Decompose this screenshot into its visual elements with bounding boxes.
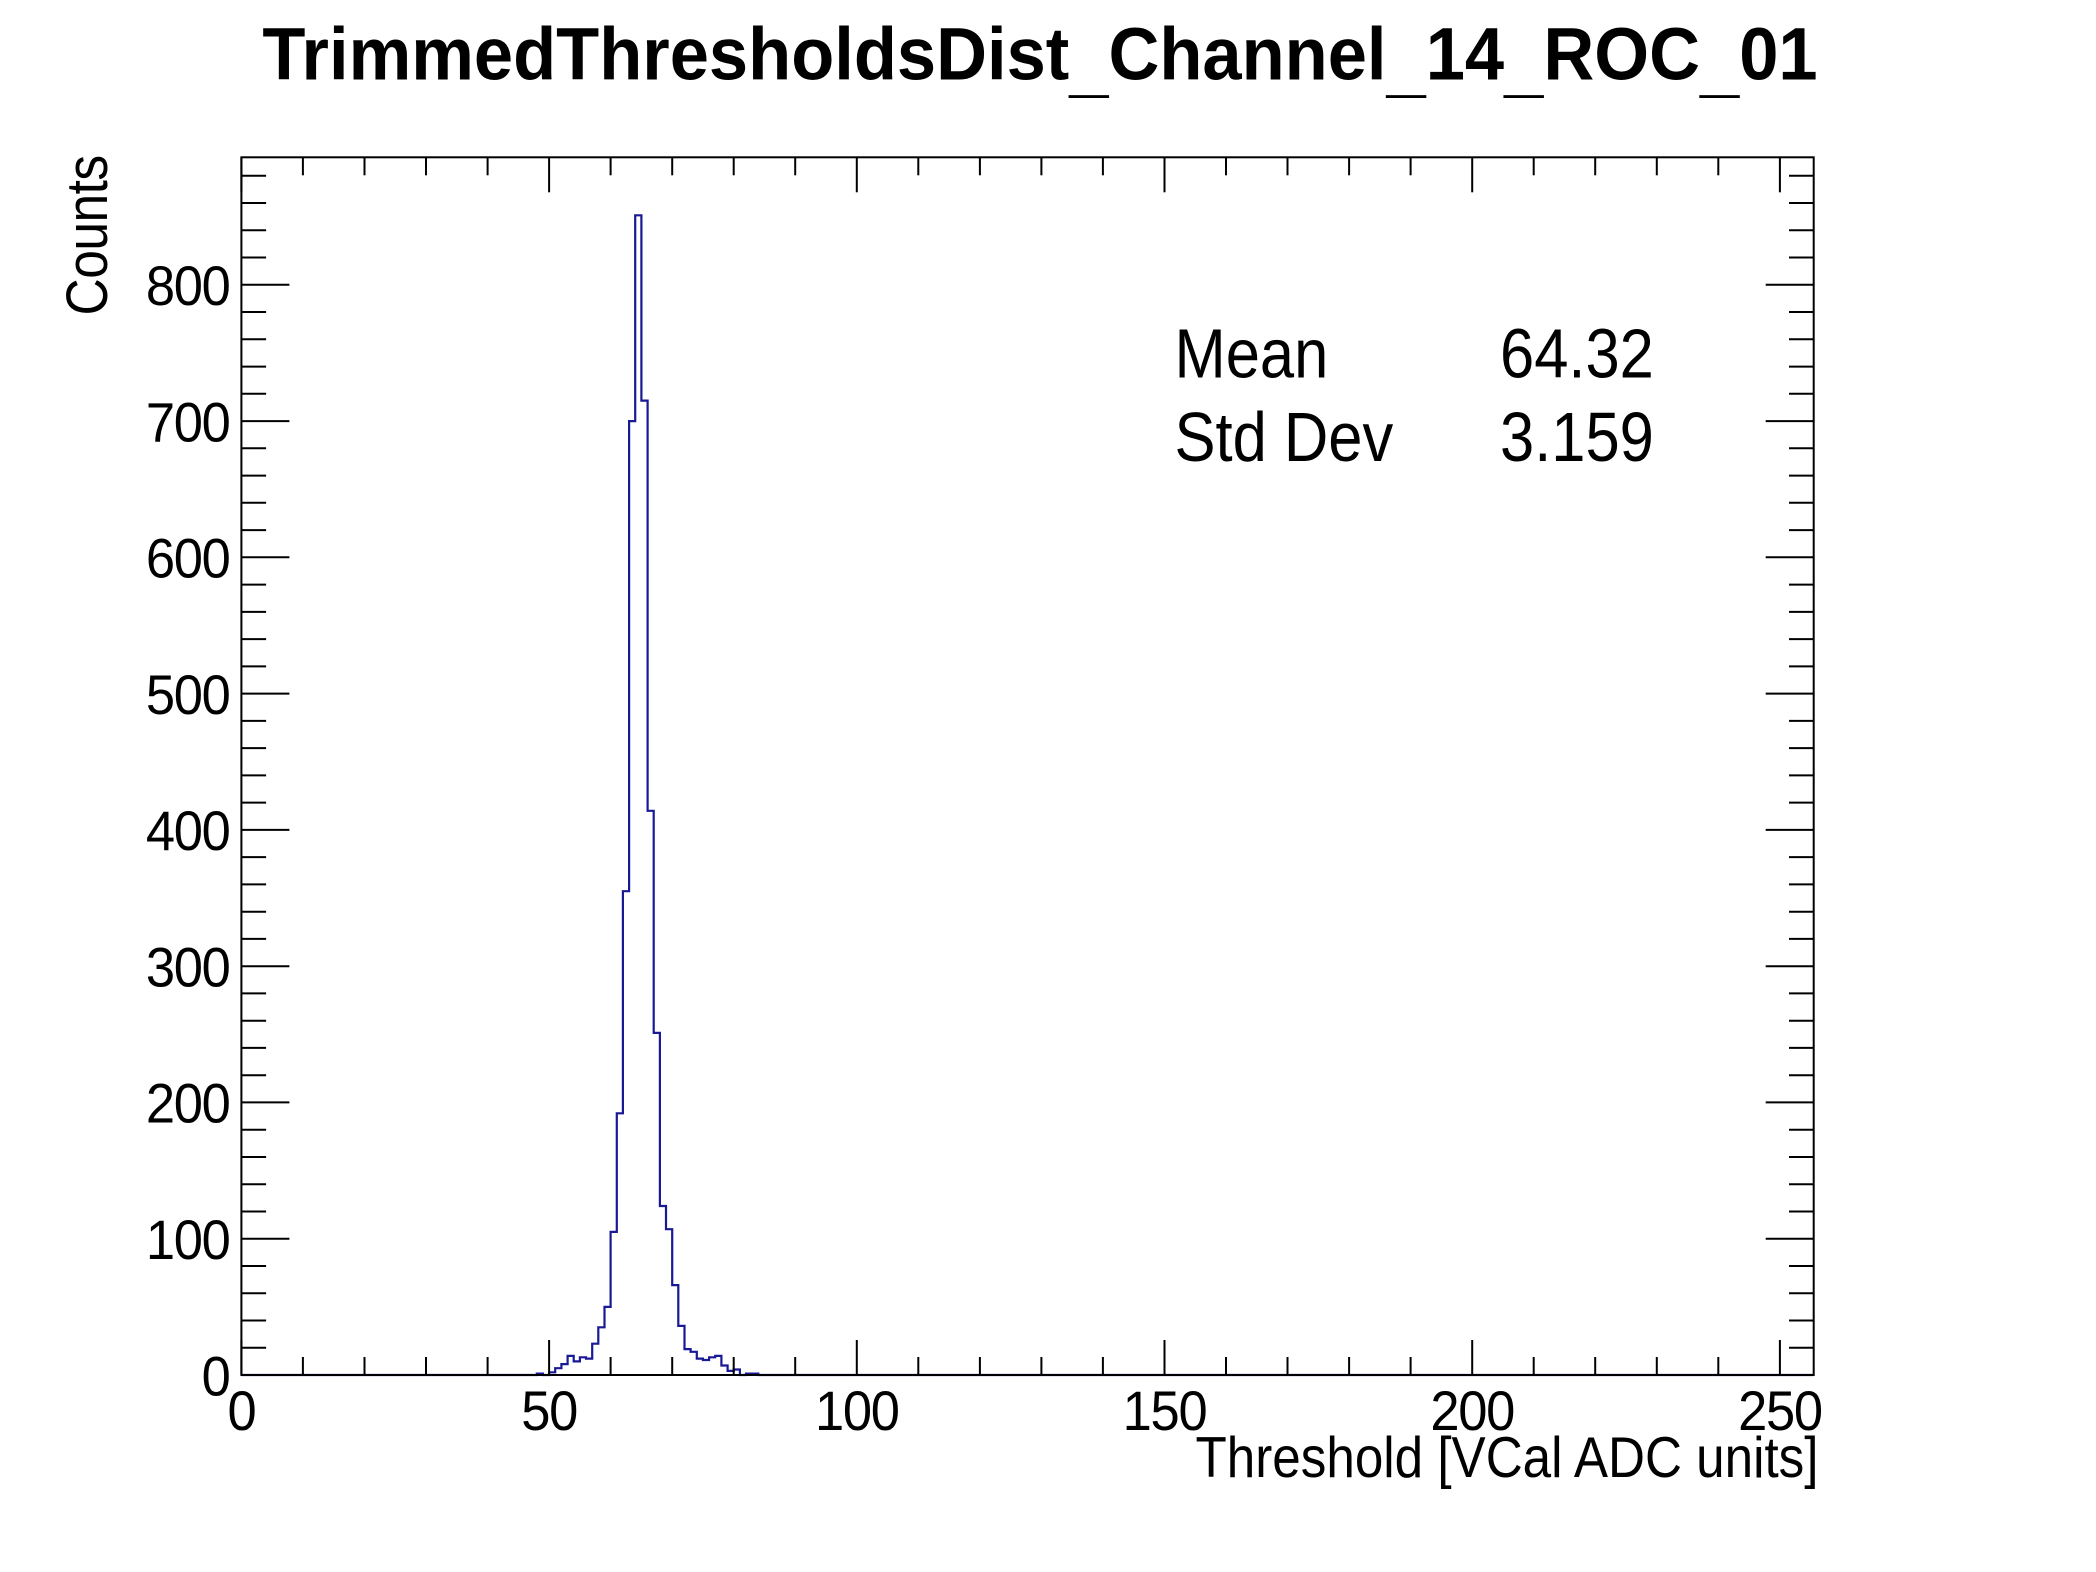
svg-text:200: 200 [146, 1073, 230, 1135]
svg-text:150: 150 [1123, 1381, 1207, 1443]
svg-text:100: 100 [815, 1381, 899, 1443]
svg-text:300: 300 [146, 937, 230, 999]
svg-text:Mean: Mean [1175, 315, 1329, 392]
svg-text:Counts: Counts [54, 155, 120, 315]
svg-text:Std Dev: Std Dev [1175, 399, 1394, 476]
svg-text:600: 600 [146, 528, 230, 590]
svg-text:250: 250 [1738, 1381, 1822, 1443]
svg-text:50: 50 [521, 1381, 577, 1443]
svg-text:3.159: 3.159 [1500, 399, 1654, 476]
svg-text:0: 0 [227, 1381, 255, 1443]
svg-text:800: 800 [146, 256, 230, 318]
svg-text:500: 500 [146, 665, 230, 727]
svg-text:100: 100 [146, 1210, 230, 1272]
svg-text:400: 400 [146, 801, 230, 863]
svg-text:200: 200 [1430, 1381, 1514, 1443]
svg-text:64.32: 64.32 [1500, 315, 1654, 392]
svg-text:TrimmedThresholdsDist_Channel_: TrimmedThresholdsDist_Channel_14_ROC_01 [262, 13, 1817, 106]
svg-text:Threshold [VCal ADC units]: Threshold [VCal ADC units] [1196, 1425, 1819, 1490]
svg-text:0: 0 [202, 1346, 230, 1408]
svg-text:700: 700 [146, 392, 230, 454]
